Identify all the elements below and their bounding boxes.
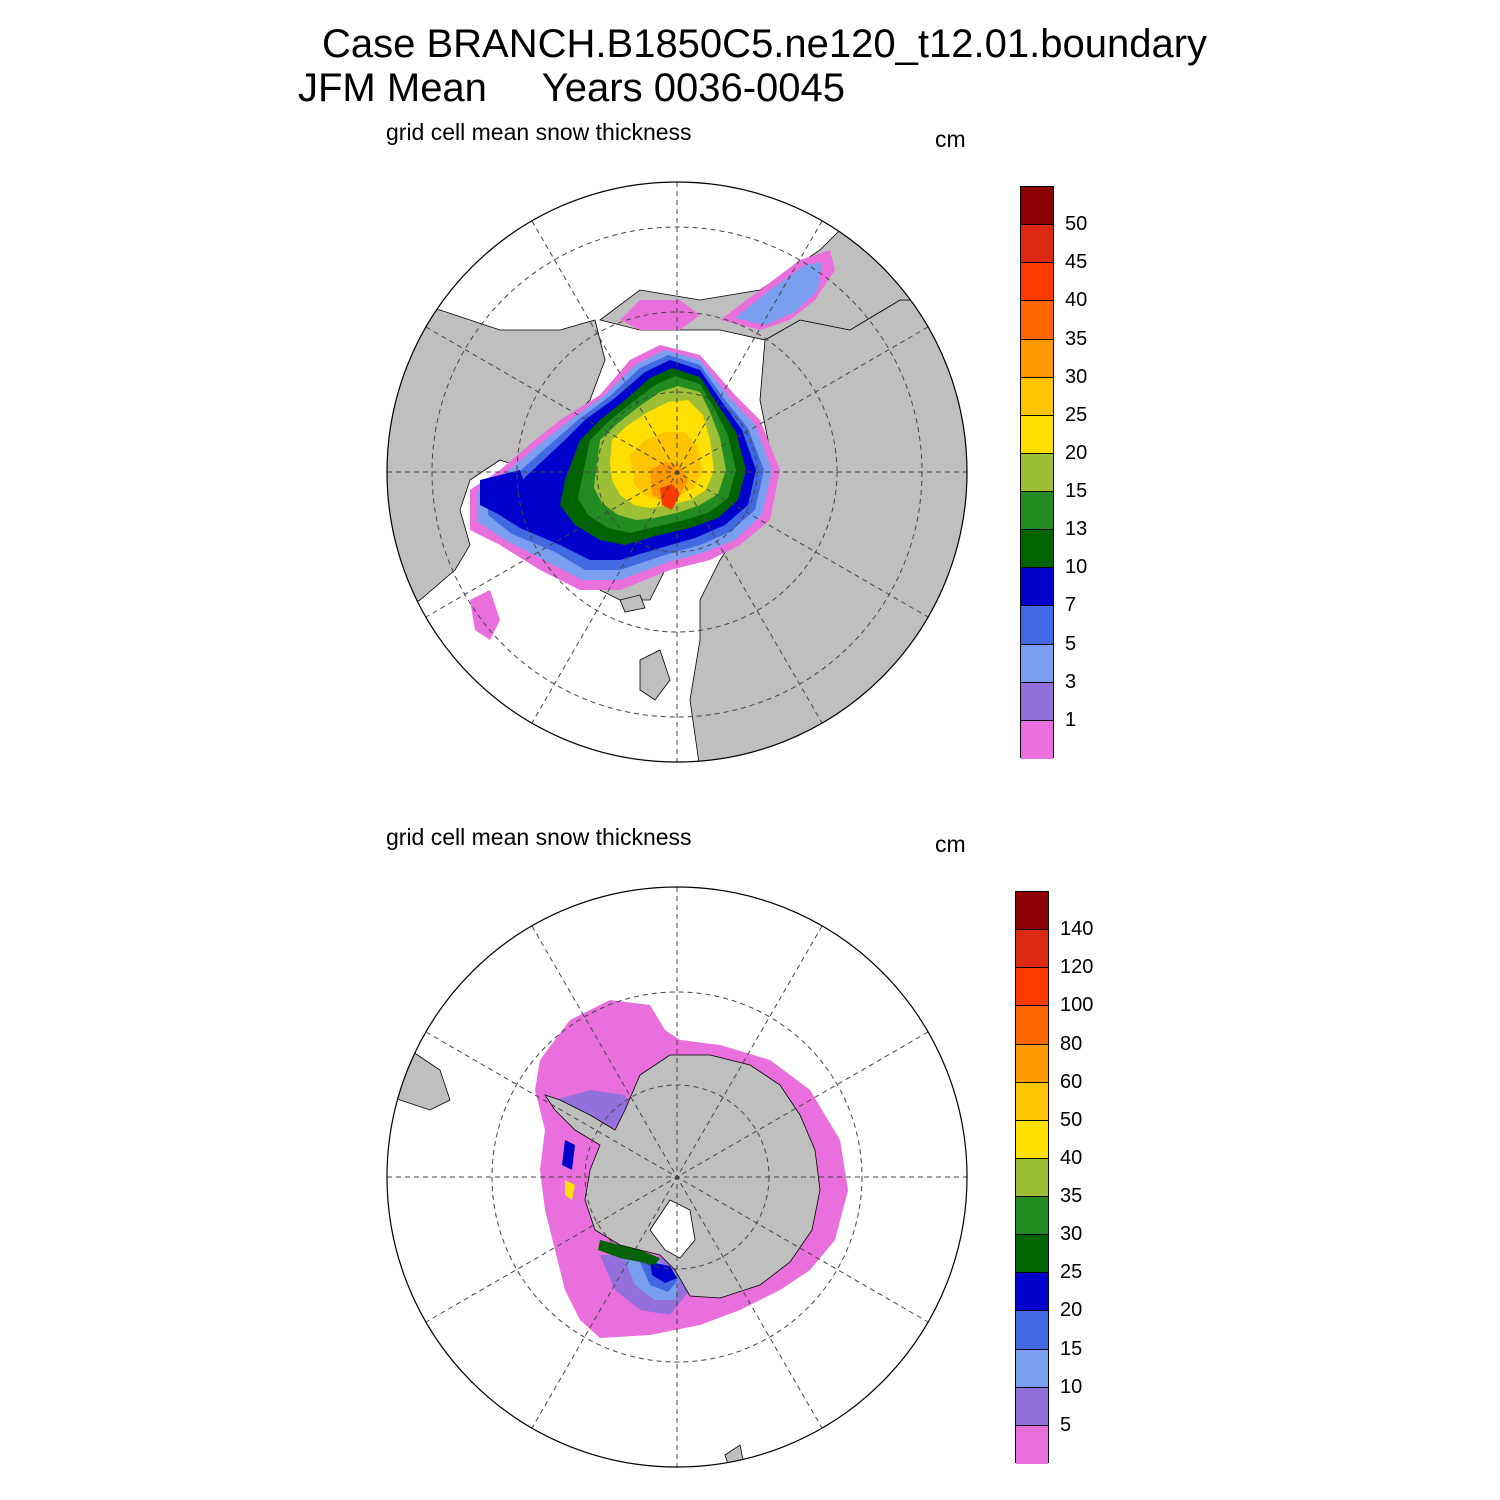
- colorbar-tick-label: 40: [1065, 289, 1088, 312]
- south-graticule: [387, 887, 967, 1467]
- main-title-line-2: JFM Mean Years 0036-0045: [298, 66, 845, 110]
- colorbar-swatch: [1016, 930, 1048, 969]
- colorbar-swatch: [1016, 1006, 1048, 1045]
- colorbar-north: [1020, 186, 1054, 759]
- colorbar-tick-label: 5: [1060, 1413, 1072, 1436]
- colorbar-swatch: [1016, 1120, 1048, 1159]
- north-graticule: [387, 182, 967, 762]
- colorbar-tick-label: 120: [1060, 956, 1094, 979]
- colorbar-swatch: [1021, 530, 1053, 569]
- colorbar-tick-label: 13: [1065, 518, 1088, 541]
- colorbar-swatch: [1021, 644, 1053, 683]
- antarctica-landmass: [544, 1054, 821, 1299]
- colorbar-swatch: [1021, 339, 1053, 378]
- colorbar-tick-label: 7: [1065, 594, 1077, 617]
- colorbar-swatch: [1021, 225, 1053, 264]
- colorbar-swatch: [1016, 1425, 1048, 1464]
- colorbar-tick-label: 15: [1065, 480, 1088, 503]
- colorbar-tick-label: 140: [1060, 918, 1094, 941]
- colorbar-swatch: [1021, 263, 1053, 302]
- colorbar-tick-label: 1: [1065, 708, 1077, 731]
- colorbar-tick-label: 30: [1060, 1223, 1083, 1246]
- panel-south-units: cm: [935, 831, 966, 857]
- panel-north-subtitle: grid cell mean snow thickness: [386, 119, 692, 145]
- colorbar-swatch: [1021, 377, 1053, 416]
- colorbar-swatch: [1016, 1387, 1048, 1426]
- colorbar-swatch: [1016, 1273, 1048, 1312]
- colorbar-tick-label: 10: [1060, 1375, 1083, 1398]
- colorbar-swatch: [1021, 415, 1053, 454]
- south-polar-map: [386, 886, 968, 1468]
- colorbar-tick-label: 25: [1060, 1261, 1083, 1284]
- colorbar-swatch: [1021, 301, 1053, 340]
- colorbar-swatch: [1021, 187, 1053, 226]
- colorbar-tick-label: 3: [1065, 670, 1077, 693]
- colorbar-swatch: [1021, 453, 1053, 492]
- colorbar-tick-label: 45: [1065, 251, 1088, 274]
- panel-south-subtitle: grid cell mean snow thickness: [386, 824, 692, 850]
- colorbar-tick-label: 20: [1060, 1299, 1083, 1322]
- colorbar-tick-label: 35: [1060, 1185, 1083, 1208]
- colorbar-tick-label: 35: [1065, 327, 1088, 350]
- colorbar-swatch: [1021, 606, 1053, 645]
- colorbar-swatch: [1016, 1158, 1048, 1197]
- colorbar-tick-label: 80: [1060, 1032, 1083, 1055]
- colorbar-swatch: [1021, 568, 1053, 607]
- main-title-line-1: Case BRANCH.B1850C5.ne120_t12.01.boundar…: [322, 22, 1208, 66]
- colorbar-south: [1015, 891, 1049, 1464]
- colorbar-tick-label: 15: [1060, 1337, 1083, 1360]
- colorbar-swatch: [1021, 720, 1053, 759]
- colorbar-tick-label: 5: [1065, 632, 1077, 655]
- panel-north-units: cm: [935, 126, 966, 152]
- colorbar-tick-label: 100: [1060, 994, 1094, 1017]
- colorbar-swatch: [1016, 1311, 1048, 1350]
- colorbar-swatch: [1016, 1349, 1048, 1388]
- north-polar-map: [386, 181, 968, 763]
- colorbar-swatch: [1021, 492, 1053, 531]
- colorbar-tick-label: 20: [1065, 441, 1088, 464]
- colorbar-tick-label: 40: [1060, 1146, 1083, 1169]
- colorbar-swatch: [1016, 1235, 1048, 1274]
- colorbar-tick-label: 50: [1060, 1108, 1083, 1131]
- colorbar-swatch: [1016, 1044, 1048, 1083]
- colorbar-tick-label: 50: [1065, 213, 1088, 236]
- colorbar-swatch: [1016, 1082, 1048, 1121]
- colorbar-tick-label: 30: [1065, 365, 1088, 388]
- north-snow-field: [470, 250, 835, 640]
- colorbar-tick-label: 10: [1065, 556, 1088, 579]
- colorbar-swatch: [1021, 682, 1053, 721]
- colorbar-swatch: [1016, 968, 1048, 1007]
- colorbar-swatch: [1016, 892, 1048, 931]
- colorbar-tick-label: 25: [1065, 403, 1088, 426]
- colorbar-tick-label: 60: [1060, 1070, 1083, 1093]
- colorbar-swatch: [1016, 1197, 1048, 1236]
